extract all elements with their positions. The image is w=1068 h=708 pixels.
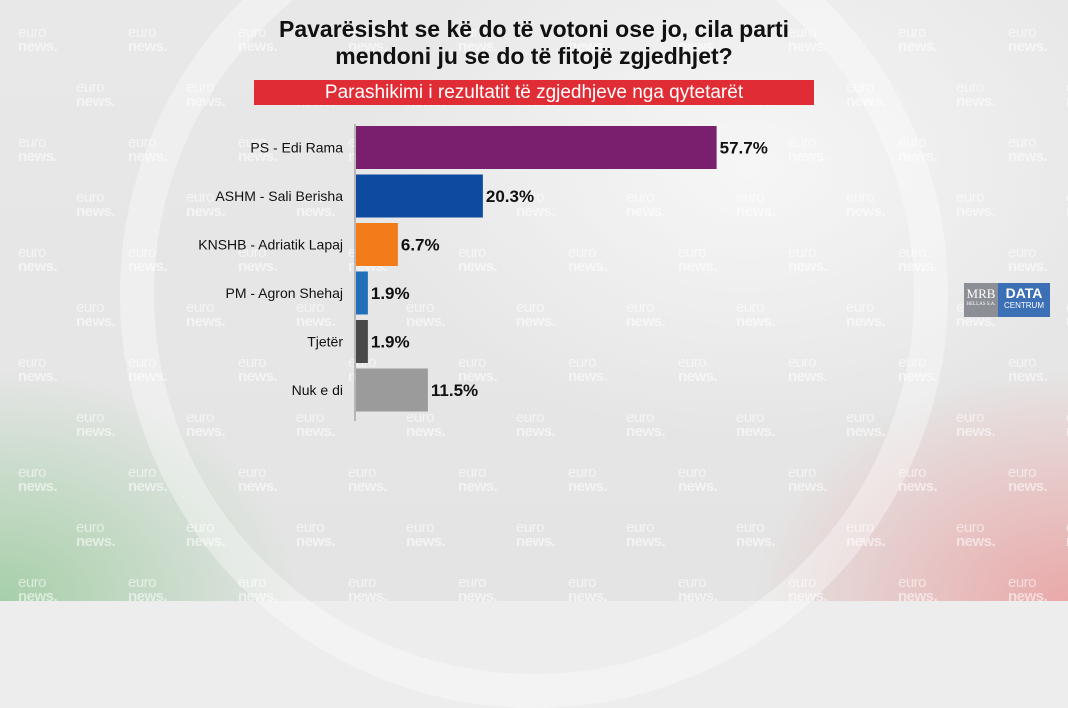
- bar: [356, 368, 428, 412]
- data-label: 1.9%: [371, 284, 410, 303]
- chart-subtitle: Parashikimi i rezultatit të zgjedhjeve n…: [254, 80, 814, 105]
- category-label: PS - Edi Rama: [250, 140, 343, 156]
- datacentrum-logo: DATA CENTRUM: [998, 283, 1050, 317]
- bar: [356, 320, 368, 363]
- mrb-logo: MRB HELLAS S.A.: [964, 283, 998, 317]
- mrb-datacentrum-logo: MRB HELLAS S.A. DATA CENTRUM: [964, 283, 1050, 317]
- category-label: KNSHB - Adriatik Lapaj: [198, 237, 343, 253]
- data-text: DATA: [1005, 285, 1043, 301]
- title-line-1: Pavarësisht se kë do të votoni ose jo, c…: [278, 16, 790, 42]
- category-label: Tjetër: [307, 334, 343, 350]
- category-label: Nuk e di: [292, 382, 343, 398]
- chart-title: Pavarësisht se kë do të votoni ose jo, c…: [0, 16, 1068, 70]
- category-label: PM - Agron Shehaj: [225, 285, 343, 301]
- data-label: 11.5%: [431, 381, 478, 400]
- centrum-text: CENTRUM: [1004, 301, 1044, 310]
- data-label: 6.7%: [401, 236, 440, 255]
- title-line-2: mendoni ju se do të fitojë zgjedhjet?: [335, 43, 733, 69]
- data-label: 20.3%: [486, 187, 534, 206]
- data-label: 57.7%: [720, 139, 768, 158]
- mrb-subtext: HELLAS S.A.: [966, 302, 996, 307]
- data-label: 1.9%: [371, 333, 410, 352]
- mrb-text: MRB: [966, 286, 996, 301]
- category-label: ASHM - Sali Berisha: [215, 188, 343, 204]
- bar: [356, 271, 368, 315]
- bar: [356, 223, 398, 266]
- bar: [356, 126, 717, 169]
- bar-chart: PS - Edi Rama 57.7% ASHM - Sali Berisha 20.…: [198, 124, 768, 421]
- bar: [356, 174, 483, 218]
